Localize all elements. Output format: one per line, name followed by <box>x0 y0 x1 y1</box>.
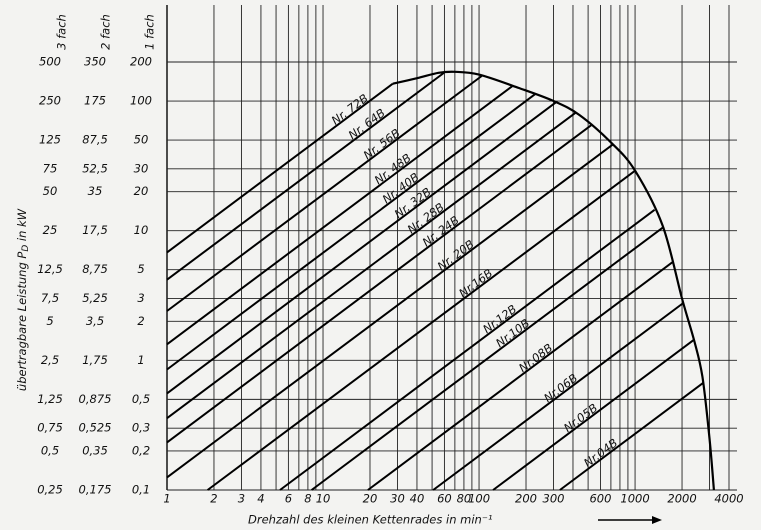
y-axis-title: übertragbare Leistung PD in kW <box>15 208 31 391</box>
y-tick-label: 0,525 <box>79 421 112 435</box>
y-tick-label: 0,875 <box>79 392 112 406</box>
x-tick-label: 8 <box>304 492 311 506</box>
y-tick-label: 30 <box>134 161 149 175</box>
y-tick-label: 0,5 <box>41 443 59 457</box>
y-tick-label: 50 <box>43 184 58 198</box>
x-tick-label: 600 <box>589 492 611 506</box>
chain-line <box>367 261 673 491</box>
y-tick-label: 2 <box>137 314 144 328</box>
y-tick-label: 20 <box>134 184 149 198</box>
y-tick-label: 5,25 <box>82 291 108 305</box>
y-tick-label: 8,75 <box>82 262 108 276</box>
y-tick-label: 1 <box>137 353 144 367</box>
x-tick-label: 30 <box>390 492 405 506</box>
y-tick-label: 0,1 <box>132 483 150 497</box>
y-tick-label: 175 <box>84 94 106 108</box>
y-tick-label: 0,2 <box>132 443 150 457</box>
x-tick-label: 300 <box>543 492 565 506</box>
chain-line <box>207 169 636 491</box>
chain-line <box>166 82 394 254</box>
y-tick-label: 50 <box>134 133 149 147</box>
y-tick-label: 2,5 <box>41 353 59 367</box>
y-tick-label: 3,5 <box>86 314 104 328</box>
y-tick-label: 75 <box>43 161 58 175</box>
x-axis-title: Drehzahl des kleinen Kettenrades in min⁻… <box>248 513 493 527</box>
chain-line <box>166 124 592 444</box>
y-tick-label: 35 <box>88 184 103 198</box>
x-tick-label: 20 <box>363 492 378 506</box>
x-tick-label: 10 <box>316 492 331 506</box>
x-tick-label: 1 <box>163 492 170 506</box>
y-tick-label: 0,35 <box>82 443 108 457</box>
chain-line <box>279 208 656 491</box>
chain-line <box>311 226 664 491</box>
y-tick-label: 5 <box>46 314 53 328</box>
y-tick-label: 52,5 <box>82 161 108 175</box>
chain-line <box>166 75 483 312</box>
x-tick-label: 4 <box>257 492 264 506</box>
x-axis-arrowhead <box>652 516 662 524</box>
y-tick-label: 87,5 <box>82 133 108 147</box>
y-tick-label: 350 <box>84 55 106 69</box>
x-tick-label: 100 <box>468 492 490 506</box>
x-tick-label: 3 <box>238 492 245 506</box>
y-tick-label: 1,75 <box>82 353 108 367</box>
x-tick-label: 60 <box>437 492 452 506</box>
y-tick-label: 0,3 <box>132 421 150 435</box>
y-tick-label: 7,5 <box>41 291 59 305</box>
y-tick-label: 10 <box>134 223 149 237</box>
chain-line <box>492 338 695 491</box>
y-tick-label: 0,5 <box>132 392 150 406</box>
y-tick-label: 12,5 <box>37 262 63 276</box>
chain-line <box>166 143 613 479</box>
y-tick-label: 5 <box>137 262 144 276</box>
x-tick-label: 80 <box>457 492 472 506</box>
y-tick-label: 17,5 <box>82 223 108 237</box>
chain-line <box>432 302 684 491</box>
x-tick-label: 4000 <box>714 492 743 506</box>
x-tick-label: 200 <box>515 492 537 506</box>
y-tick-label: 0,75 <box>37 421 63 435</box>
chain-line <box>166 93 536 371</box>
y-axis-name: 1 fach <box>143 14 157 50</box>
y3-axis-name: 3 fach <box>55 14 69 50</box>
y-tick-label: 3 <box>137 291 144 305</box>
chain-line <box>166 101 557 395</box>
y-axis-title-part: übertragbare Leistung P <box>15 252 29 391</box>
x-tick-label: 2000 <box>667 492 696 506</box>
y-axis-title-part: in kW <box>15 208 29 244</box>
chain-line <box>559 382 704 491</box>
y-tick-label: 250 <box>39 94 61 108</box>
chain-line <box>166 71 445 281</box>
x-tick-label: 6 <box>285 492 292 506</box>
x-tick-label: 40 <box>410 492 425 506</box>
y-tick-label: 0,25 <box>37 483 63 497</box>
chain-line <box>166 85 513 346</box>
y-tick-label: 1,25 <box>37 392 63 406</box>
y-tick-label: 100 <box>130 94 152 108</box>
y2-axis-name: 2 fach <box>99 14 113 50</box>
chain-line <box>166 112 576 420</box>
x-tick-label: 1000 <box>620 492 649 506</box>
y-tick-label: 0,175 <box>79 483 112 497</box>
x-tick-label: 2 <box>210 492 217 506</box>
y-axis-title-sub: D <box>21 245 31 252</box>
y-tick-label: 200 <box>130 55 152 69</box>
y-tick-label: 25 <box>43 223 58 237</box>
envelope-curve <box>392 70 715 491</box>
y-tick-label: 125 <box>39 133 61 147</box>
y-tick-label: 500 <box>39 55 61 69</box>
